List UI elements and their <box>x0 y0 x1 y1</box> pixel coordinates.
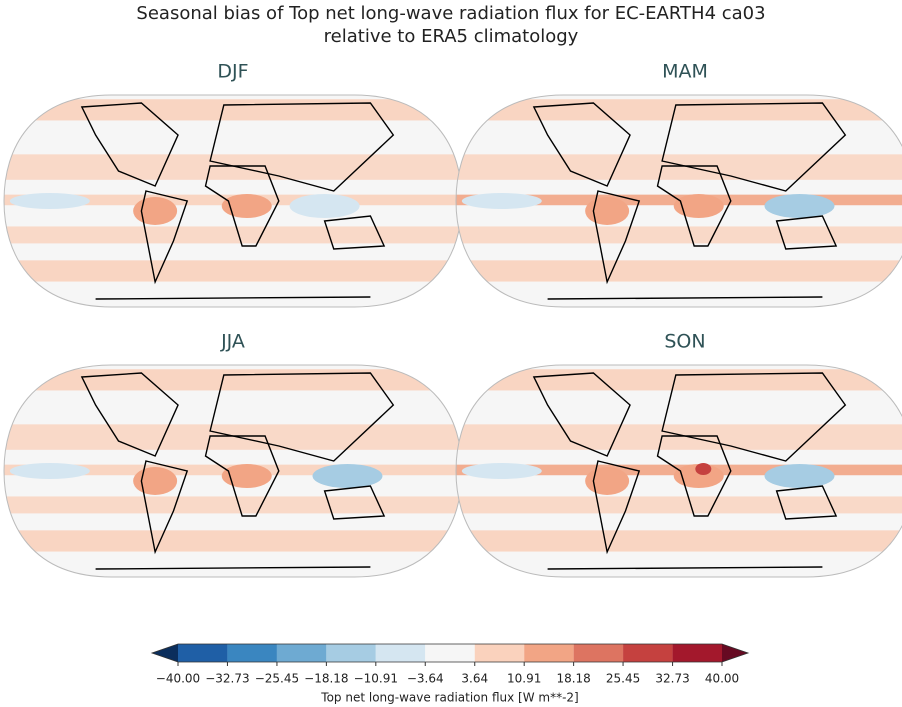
coastline <box>204 165 280 247</box>
field-blob <box>673 464 724 488</box>
field-blob <box>312 464 383 488</box>
coastline <box>140 460 189 555</box>
figure-title: Seasonal bias of Top net long-wave radia… <box>136 3 766 47</box>
panel-title: DJF <box>217 61 248 83</box>
field-band <box>4 260 462 282</box>
coastline <box>547 566 823 570</box>
field-blob <box>695 463 712 475</box>
coastline <box>204 435 280 517</box>
field-band <box>456 530 902 552</box>
coastline <box>592 460 641 555</box>
colorbar-segment <box>425 644 475 662</box>
field-band <box>456 99 902 121</box>
map-outline <box>455 364 902 578</box>
field-blob <box>585 467 630 495</box>
colorbar-segment <box>573 644 624 662</box>
coastline <box>656 165 732 247</box>
colorbar-segment <box>227 644 277 662</box>
field-band <box>456 369 902 391</box>
colorbar-tick-label: 32.73 <box>655 672 689 686</box>
colorbar-tick-label: −3.64 <box>407 672 444 686</box>
field-blob <box>673 194 724 218</box>
colorbar-tick-label: −25.45 <box>255 672 299 686</box>
colorbar-segment <box>672 644 722 662</box>
field-band <box>456 424 902 450</box>
field-blob <box>461 463 542 479</box>
coastline <box>661 372 847 462</box>
coastline <box>95 296 371 300</box>
field-band <box>4 369 462 391</box>
field-band <box>4 530 462 552</box>
map-field <box>4 99 462 300</box>
coastline <box>80 102 179 187</box>
colorbar-tick-label: 3.64 <box>461 672 488 686</box>
coastline <box>323 215 386 250</box>
field-blob <box>764 464 835 488</box>
field-band <box>4 154 462 180</box>
field-band <box>456 260 902 282</box>
field-blob <box>9 193 90 209</box>
colorbar-over <box>722 644 748 662</box>
colorbar-tick-label: −32.73 <box>205 672 249 686</box>
colorbar-segment <box>178 644 228 662</box>
map-outline <box>455 94 902 308</box>
colorbar-tick-label: 18.18 <box>556 672 590 686</box>
colorbar-tick-label: 10.91 <box>507 672 541 686</box>
map-field <box>456 369 902 570</box>
field-blob <box>764 194 835 218</box>
map-field <box>4 369 462 570</box>
coastline <box>532 102 631 187</box>
field-blob <box>221 464 272 488</box>
colorbar-segment <box>524 644 574 662</box>
map-field <box>456 99 902 300</box>
coastline <box>80 372 179 457</box>
field-blob <box>461 193 542 209</box>
coastline <box>592 190 641 285</box>
colorbar-tick-label: −18.18 <box>304 672 348 686</box>
field-blob <box>289 194 360 218</box>
map-outline <box>3 94 463 308</box>
field-blob <box>9 463 90 479</box>
field-band <box>4 424 462 450</box>
colorbar-label: Top net long-wave radiation flux [W m**-… <box>320 691 578 705</box>
field-blob <box>585 197 630 225</box>
field-band <box>456 154 902 180</box>
field-band <box>4 496 462 514</box>
coastline <box>95 566 371 570</box>
coastline <box>775 485 838 520</box>
field-band <box>456 496 902 514</box>
panel-title: SON <box>664 331 705 353</box>
colorbar-tick-label: 25.45 <box>606 672 640 686</box>
field-blob <box>133 467 178 495</box>
field-blob <box>133 197 178 225</box>
colorbar-under <box>152 644 178 662</box>
field-blob <box>221 194 272 218</box>
coastline <box>140 190 189 285</box>
colorbar-segment <box>375 644 426 662</box>
coastline <box>661 102 847 192</box>
coastline <box>547 296 823 300</box>
panel-title: MAM <box>662 61 708 83</box>
field-band <box>4 226 462 244</box>
coastline <box>209 102 395 192</box>
colorbar-tick-label: −40.00 <box>156 672 200 686</box>
colorbar-segment <box>276 644 327 662</box>
field-band <box>456 226 902 244</box>
colorbar-tick-label: −10.91 <box>354 672 398 686</box>
coastline <box>209 372 395 462</box>
coastline <box>532 372 631 457</box>
map-outline <box>3 364 463 578</box>
colorbar-tick-label: 40.00 <box>705 672 739 686</box>
panel-title: JJA <box>220 331 245 353</box>
colorbar-segment <box>326 644 376 662</box>
colorbar-segment <box>623 644 673 662</box>
colorbar-segment <box>474 644 525 662</box>
coastline <box>656 435 732 517</box>
coastline <box>775 215 838 250</box>
coastline <box>323 485 386 520</box>
field-band <box>4 99 462 121</box>
